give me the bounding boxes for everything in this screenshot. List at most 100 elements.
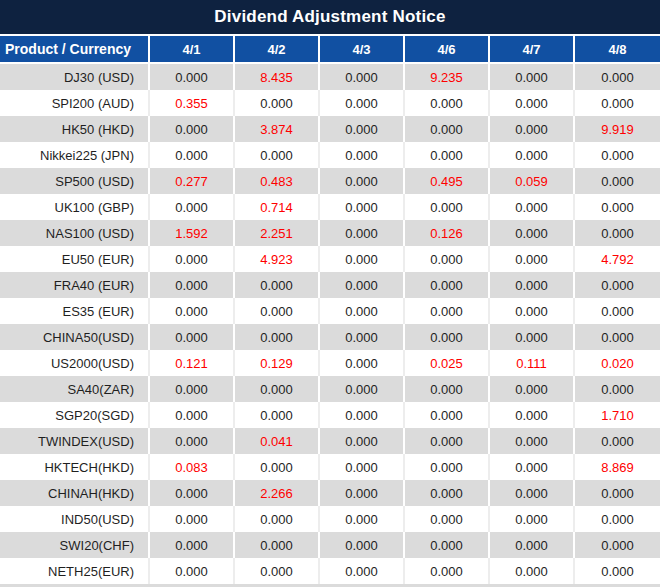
value-cell: 0.000 [488, 116, 573, 142]
value-cell: 2.266 [233, 480, 318, 506]
header-row: Product / Currency 4/14/24/34/64/74/8 [0, 34, 660, 64]
value-cell: 0.000 [148, 402, 233, 428]
value-cell: 0.000 [148, 64, 233, 90]
value-cell: 0.000 [573, 90, 660, 116]
product-cell: NETH25(EUR) [0, 558, 148, 584]
value-cell: 0.000 [318, 246, 403, 272]
value-cell: 9.919 [573, 116, 660, 142]
column-header-date: 4/7 [488, 34, 573, 64]
value-cell: 0.000 [488, 220, 573, 246]
product-cell: CHINAH(HKD) [0, 480, 148, 506]
value-cell: 0.000 [318, 454, 403, 480]
value-cell: 0.121 [148, 350, 233, 376]
value-cell: 0.000 [573, 428, 660, 454]
value-cell: 0.355 [148, 90, 233, 116]
value-cell: 0.000 [318, 90, 403, 116]
value-cell: 8.869 [573, 454, 660, 480]
dividend-notice-panel: Dividend Adjustment Notice Product / Cur… [0, 0, 660, 587]
value-cell: 0.000 [233, 506, 318, 532]
value-cell: 0.000 [233, 558, 318, 584]
value-cell: 0.000 [148, 116, 233, 142]
value-cell: 0.000 [318, 64, 403, 90]
value-cell: 1.592 [148, 220, 233, 246]
value-cell: 0.000 [318, 298, 403, 324]
value-cell: 0.000 [148, 246, 233, 272]
table-row: NETH25(EUR)0.0000.0000.0000.0000.0000.00… [0, 558, 660, 584]
product-cell: EU50 (EUR) [0, 246, 148, 272]
value-cell: 0.000 [573, 64, 660, 90]
column-header-date: 4/8 [573, 34, 660, 64]
value-cell: 0.000 [488, 64, 573, 90]
value-cell: 0.714 [233, 194, 318, 220]
title-bar: Dividend Adjustment Notice [0, 0, 660, 34]
value-cell: 0.000 [318, 272, 403, 298]
product-cell: FRA40 (EUR) [0, 272, 148, 298]
value-cell: 0.041 [233, 428, 318, 454]
value-cell: 0.000 [318, 220, 403, 246]
table-row: HKTECH(HKD)0.0830.0000.0000.0000.0008.86… [0, 454, 660, 480]
value-cell: 0.000 [233, 402, 318, 428]
product-cell: TWINDEX(USD) [0, 428, 148, 454]
value-cell: 0.000 [403, 246, 488, 272]
table-row: HK50 (HKD)0.0003.8740.0000.0000.0009.919 [0, 116, 660, 142]
value-cell: 0.000 [233, 298, 318, 324]
table-row: CHINAH(HKD)0.0002.2660.0000.0000.0000.00… [0, 480, 660, 506]
product-cell: CHINA50(USD) [0, 324, 148, 350]
value-cell: 0.000 [488, 402, 573, 428]
table-row: SPI200 (AUD)0.3550.0000.0000.0000.0000.0… [0, 90, 660, 116]
value-cell: 0.000 [318, 194, 403, 220]
product-cell: ES35 (EUR) [0, 298, 148, 324]
value-cell: 0.020 [573, 350, 660, 376]
value-cell: 0.000 [318, 402, 403, 428]
table-row: NAS100 (USD)1.5922.2510.0000.1260.0000.0… [0, 220, 660, 246]
product-cell: IND50(USD) [0, 506, 148, 532]
value-cell: 0.000 [403, 454, 488, 480]
value-cell: 0.000 [148, 558, 233, 584]
value-cell: 0.000 [403, 324, 488, 350]
value-cell: 0.483 [233, 168, 318, 194]
value-cell: 0.000 [148, 298, 233, 324]
table-row: SP500 (USD)0.2770.4830.0000.4950.0590.00… [0, 168, 660, 194]
table-row: ES35 (EUR)0.0000.0000.0000.0000.0000.000 [0, 298, 660, 324]
value-cell: 0.000 [318, 168, 403, 194]
value-cell: 0.000 [148, 324, 233, 350]
table-row: US2000(USD)0.1210.1290.0000.0250.1110.02… [0, 350, 660, 376]
value-cell: 0.000 [573, 324, 660, 350]
value-cell: 0.000 [403, 90, 488, 116]
dividend-table: Product / Currency 4/14/24/34/64/74/8 DJ… [0, 34, 660, 584]
table-row: SA40(ZAR)0.0000.0000.0000.0000.0000.000 [0, 376, 660, 402]
product-cell: HK50 (HKD) [0, 116, 148, 142]
value-cell: 4.792 [573, 246, 660, 272]
value-cell: 0.000 [403, 142, 488, 168]
value-cell: 0.000 [148, 480, 233, 506]
value-cell: 0.000 [403, 116, 488, 142]
value-cell: 0.000 [488, 454, 573, 480]
table-row: EU50 (EUR)0.0004.9230.0000.0000.0004.792 [0, 246, 660, 272]
value-cell: 0.126 [403, 220, 488, 246]
value-cell: 0.000 [233, 376, 318, 402]
value-cell: 0.000 [318, 506, 403, 532]
value-cell: 0.000 [233, 454, 318, 480]
value-cell: 0.111 [488, 350, 573, 376]
value-cell: 0.083 [148, 454, 233, 480]
table-row: FRA40 (EUR)0.0000.0000.0000.0000.0000.00… [0, 272, 660, 298]
value-cell: 0.000 [488, 480, 573, 506]
column-header-date: 4/6 [403, 34, 488, 64]
value-cell: 0.000 [403, 272, 488, 298]
value-cell: 0.000 [488, 246, 573, 272]
value-cell: 0.000 [488, 90, 573, 116]
column-header-date: 4/1 [148, 34, 233, 64]
table-row: DJ30 (USD)0.0008.4350.0009.2350.0000.000 [0, 64, 660, 90]
value-cell: 4.923 [233, 246, 318, 272]
value-cell: 0.000 [318, 428, 403, 454]
value-cell: 1.710 [573, 402, 660, 428]
value-cell: 8.435 [233, 64, 318, 90]
value-cell: 0.000 [318, 324, 403, 350]
value-cell: 9.235 [403, 64, 488, 90]
product-cell: UK100 (GBP) [0, 194, 148, 220]
product-cell: SA40(ZAR) [0, 376, 148, 402]
value-cell: 0.000 [488, 428, 573, 454]
table-row: SWI20(CHF)0.0000.0000.0000.0000.0000.000 [0, 532, 660, 558]
value-cell: 0.000 [318, 350, 403, 376]
value-cell: 0.000 [488, 142, 573, 168]
